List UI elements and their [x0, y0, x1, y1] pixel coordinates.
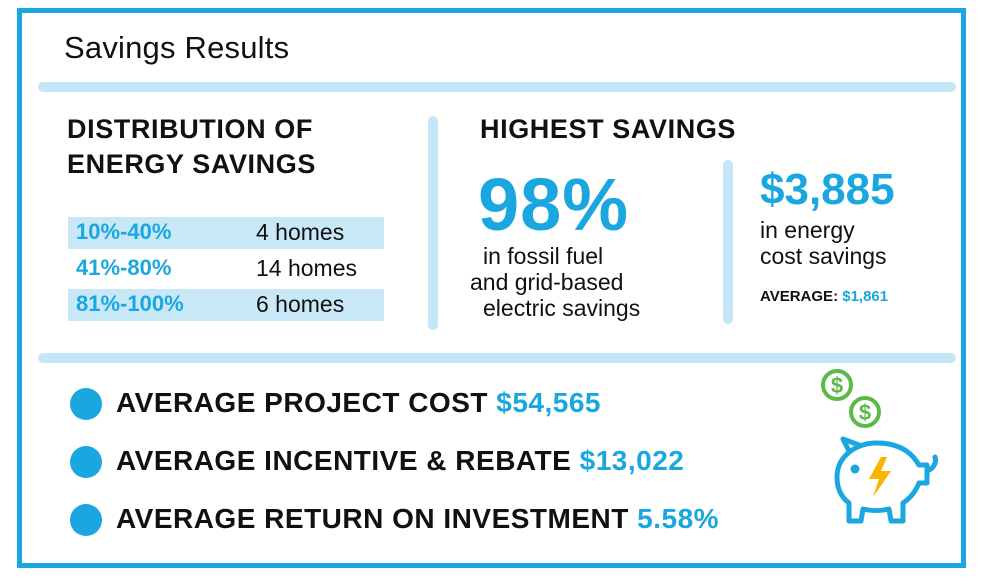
distribution-count: 14 homes	[256, 255, 358, 281]
dollar-coin-icon: $	[849, 396, 881, 428]
amount-desc-line: cost savings	[760, 243, 887, 269]
highest-divider	[723, 160, 733, 324]
stat-value: $13,022	[579, 445, 685, 476]
stat-label: AVERAGE PROJECT COST $54,565	[116, 387, 601, 418]
percent-desc-line: in fossil fuel	[483, 243, 604, 269]
average-value: $1,861	[842, 288, 889, 305]
average-label: AVERAGE:	[760, 288, 839, 305]
distribution-heading-line2: ENERGY SAVINGS	[67, 149, 316, 179]
section-divider	[428, 116, 438, 330]
dollar-coin-icon: $	[821, 369, 853, 401]
stat-value: $54,565	[496, 387, 601, 418]
svg-text:$: $	[859, 400, 871, 425]
bullet-icon	[70, 388, 102, 420]
distribution-row: 10%-40% 4 homes	[68, 217, 384, 249]
bullet-icon	[70, 504, 102, 536]
distribution-range: 10%-40%	[76, 219, 172, 244]
top-divider	[38, 82, 956, 92]
infographic-frame	[17, 8, 966, 568]
page-title: Savings Results	[64, 30, 290, 65]
stat-value: 5.58%	[637, 503, 720, 534]
stat-label: AVERAGE RETURN ON INVESTMENT 5.58%	[116, 503, 720, 534]
highest-percent: 98%	[478, 163, 630, 246]
distribution-range: 41%-80%	[76, 255, 172, 280]
distribution-row: 41%-80% 14 homes	[68, 253, 384, 285]
highest-savings-heading: HIGHEST SAVINGS	[480, 114, 737, 144]
percent-desc-line: and grid-based	[470, 269, 624, 295]
average-savings: AVERAGE: $1,861	[760, 288, 888, 305]
middle-divider	[38, 353, 956, 363]
bullet-icon	[70, 446, 102, 478]
piggy-bank-icon: $ $	[821, 369, 938, 524]
distribution-row: 81%-100% 6 homes	[68, 289, 384, 321]
highest-amount: $3,885	[760, 165, 895, 214]
distribution-count: 6 homes	[256, 291, 345, 317]
distribution-heading-line1: DISTRIBUTION OF	[67, 114, 313, 144]
percent-desc-line: electric savings	[483, 295, 641, 321]
stat-label: AVERAGE INCENTIVE & REBATE $13,022	[116, 445, 685, 476]
svg-text:$: $	[831, 373, 843, 398]
distribution-count: 4 homes	[256, 219, 345, 245]
distribution-range: 81%-100%	[76, 291, 184, 316]
lightning-bolt-icon	[869, 457, 891, 497]
amount-desc-line: in energy	[760, 217, 855, 243]
